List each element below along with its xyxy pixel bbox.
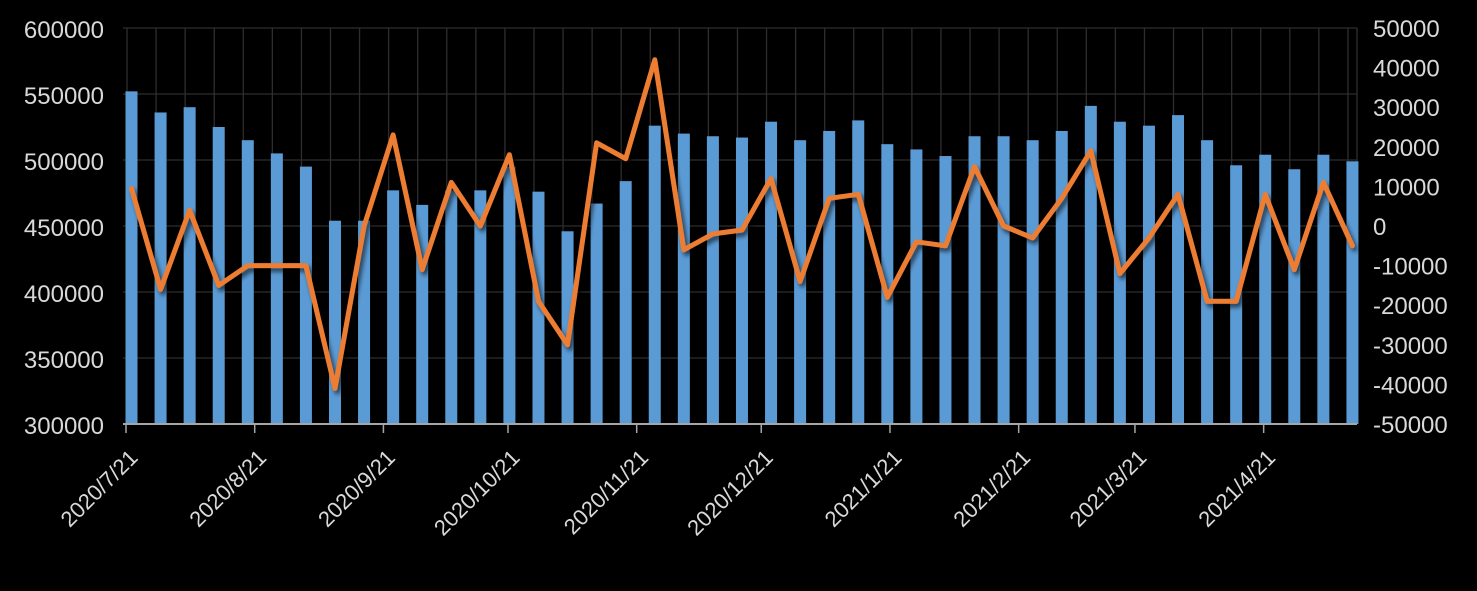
bar bbox=[1172, 115, 1185, 425]
bar bbox=[910, 149, 923, 424]
bar bbox=[590, 203, 603, 424]
y-left-tick-label: 600000 bbox=[24, 17, 104, 44]
bar bbox=[619, 181, 632, 424]
bar bbox=[1317, 154, 1330, 424]
y-right-tick-label: 20000 bbox=[1373, 135, 1440, 162]
y-left-tick-label: 500000 bbox=[24, 149, 104, 176]
x-axis-group bbox=[123, 423, 1357, 433]
y-right-tick-label: -50000 bbox=[1373, 412, 1448, 439]
bar bbox=[648, 125, 661, 425]
bar bbox=[1259, 154, 1272, 424]
y-left-tick-label: 400000 bbox=[24, 281, 104, 308]
bar bbox=[358, 220, 371, 424]
bar bbox=[474, 190, 487, 424]
bar bbox=[416, 204, 429, 424]
bar bbox=[706, 136, 719, 425]
bar bbox=[852, 120, 865, 425]
line-series bbox=[129, 57, 1355, 391]
bar bbox=[387, 190, 400, 424]
bar bbox=[1346, 161, 1359, 424]
y-right-tick-label: -30000 bbox=[1373, 333, 1448, 360]
y-right-labels: 50000 40000 30000 20000 10000 0 -10000 -20000 -3… bbox=[1373, 16, 1448, 439]
bar bbox=[1142, 125, 1155, 425]
bar bbox=[328, 220, 341, 424]
y-right-tick-label: -20000 bbox=[1373, 293, 1448, 320]
bar bbox=[1026, 140, 1039, 424]
y-right-tick-label: -10000 bbox=[1373, 254, 1448, 281]
bar-series bbox=[125, 91, 1359, 425]
bar bbox=[939, 156, 952, 425]
y-left-tick-label: 300000 bbox=[24, 413, 104, 440]
bar bbox=[125, 91, 138, 425]
bar bbox=[735, 137, 748, 424]
bar bbox=[1288, 169, 1301, 424]
y-left-tick-label: 550000 bbox=[24, 83, 104, 110]
bar bbox=[1201, 140, 1214, 424]
bar bbox=[445, 190, 458, 424]
bar bbox=[503, 166, 516, 424]
bar bbox=[299, 166, 312, 424]
bar bbox=[270, 153, 283, 424]
y-right-tick-label: 30000 bbox=[1373, 95, 1440, 122]
y-right-tick-label: -40000 bbox=[1373, 372, 1448, 399]
bar bbox=[997, 136, 1010, 425]
bar bbox=[212, 127, 225, 424]
y-right-tick-label: 10000 bbox=[1373, 174, 1440, 201]
y-left-labels: 600000 550000 500000 450000 400000 350000 3000… bbox=[24, 17, 104, 440]
y-left-tick-label: 450000 bbox=[24, 215, 104, 242]
bar bbox=[765, 121, 778, 424]
bar bbox=[677, 133, 690, 424]
y-right-tick-label: 40000 bbox=[1373, 56, 1440, 83]
bar bbox=[823, 130, 836, 424]
bar bbox=[241, 140, 254, 424]
bar bbox=[1084, 105, 1097, 424]
bar bbox=[1055, 130, 1068, 424]
y-right-tick-label: 0 bbox=[1373, 214, 1386, 241]
y-right-tick-label: 50000 bbox=[1373, 16, 1440, 43]
y-left-tick-label: 350000 bbox=[24, 347, 104, 374]
bar bbox=[968, 136, 981, 425]
bar bbox=[532, 191, 545, 424]
bar bbox=[183, 107, 196, 424]
bar bbox=[154, 112, 167, 424]
bar bbox=[881, 144, 894, 424]
